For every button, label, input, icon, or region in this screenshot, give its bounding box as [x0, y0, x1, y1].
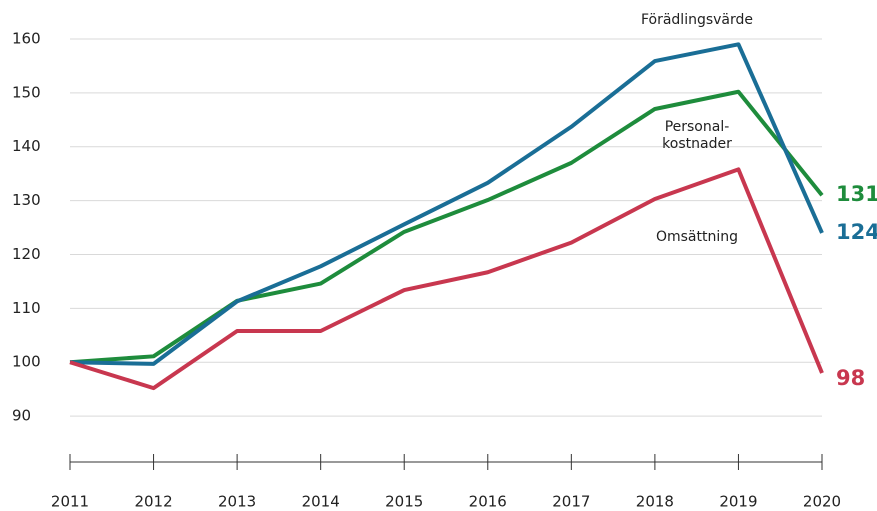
x-tick-label: 2017 [552, 493, 590, 511]
series-label: Förädlingsvärde [640, 12, 754, 28]
end-value-label: 124 [836, 220, 877, 244]
series-line [69, 42, 824, 366]
y-tick-label: 130 [12, 191, 41, 209]
x-tick-label: 2013 [218, 493, 256, 511]
x-tick-label: 2012 [134, 493, 172, 511]
series-line [69, 89, 824, 365]
x-tick-label: 2015 [385, 493, 423, 511]
series-line [69, 167, 824, 391]
y-tick-label: 90 [12, 407, 31, 425]
end-value-label: 131 [836, 182, 877, 206]
end-value-label: 98 [836, 366, 865, 390]
series-label: Omsättning [655, 229, 739, 245]
series-label: Personal-kostnader [662, 119, 732, 152]
x-tick-label: 2014 [302, 493, 340, 511]
x-tick-label: 2016 [469, 493, 507, 511]
x-tick-label: 2020 [803, 493, 841, 511]
y-tick-label: 110 [12, 299, 41, 317]
x-tick-label: 2019 [719, 493, 757, 511]
y-tick-label: 100 [12, 353, 41, 371]
y-tick-label: 160 [12, 29, 41, 47]
y-tick-label: 150 [12, 83, 41, 101]
x-tick-label: 2018 [636, 493, 674, 511]
y-tick-label: 140 [12, 137, 41, 155]
x-tick-label: 2011 [51, 493, 89, 511]
y-tick-label: 120 [12, 245, 41, 263]
